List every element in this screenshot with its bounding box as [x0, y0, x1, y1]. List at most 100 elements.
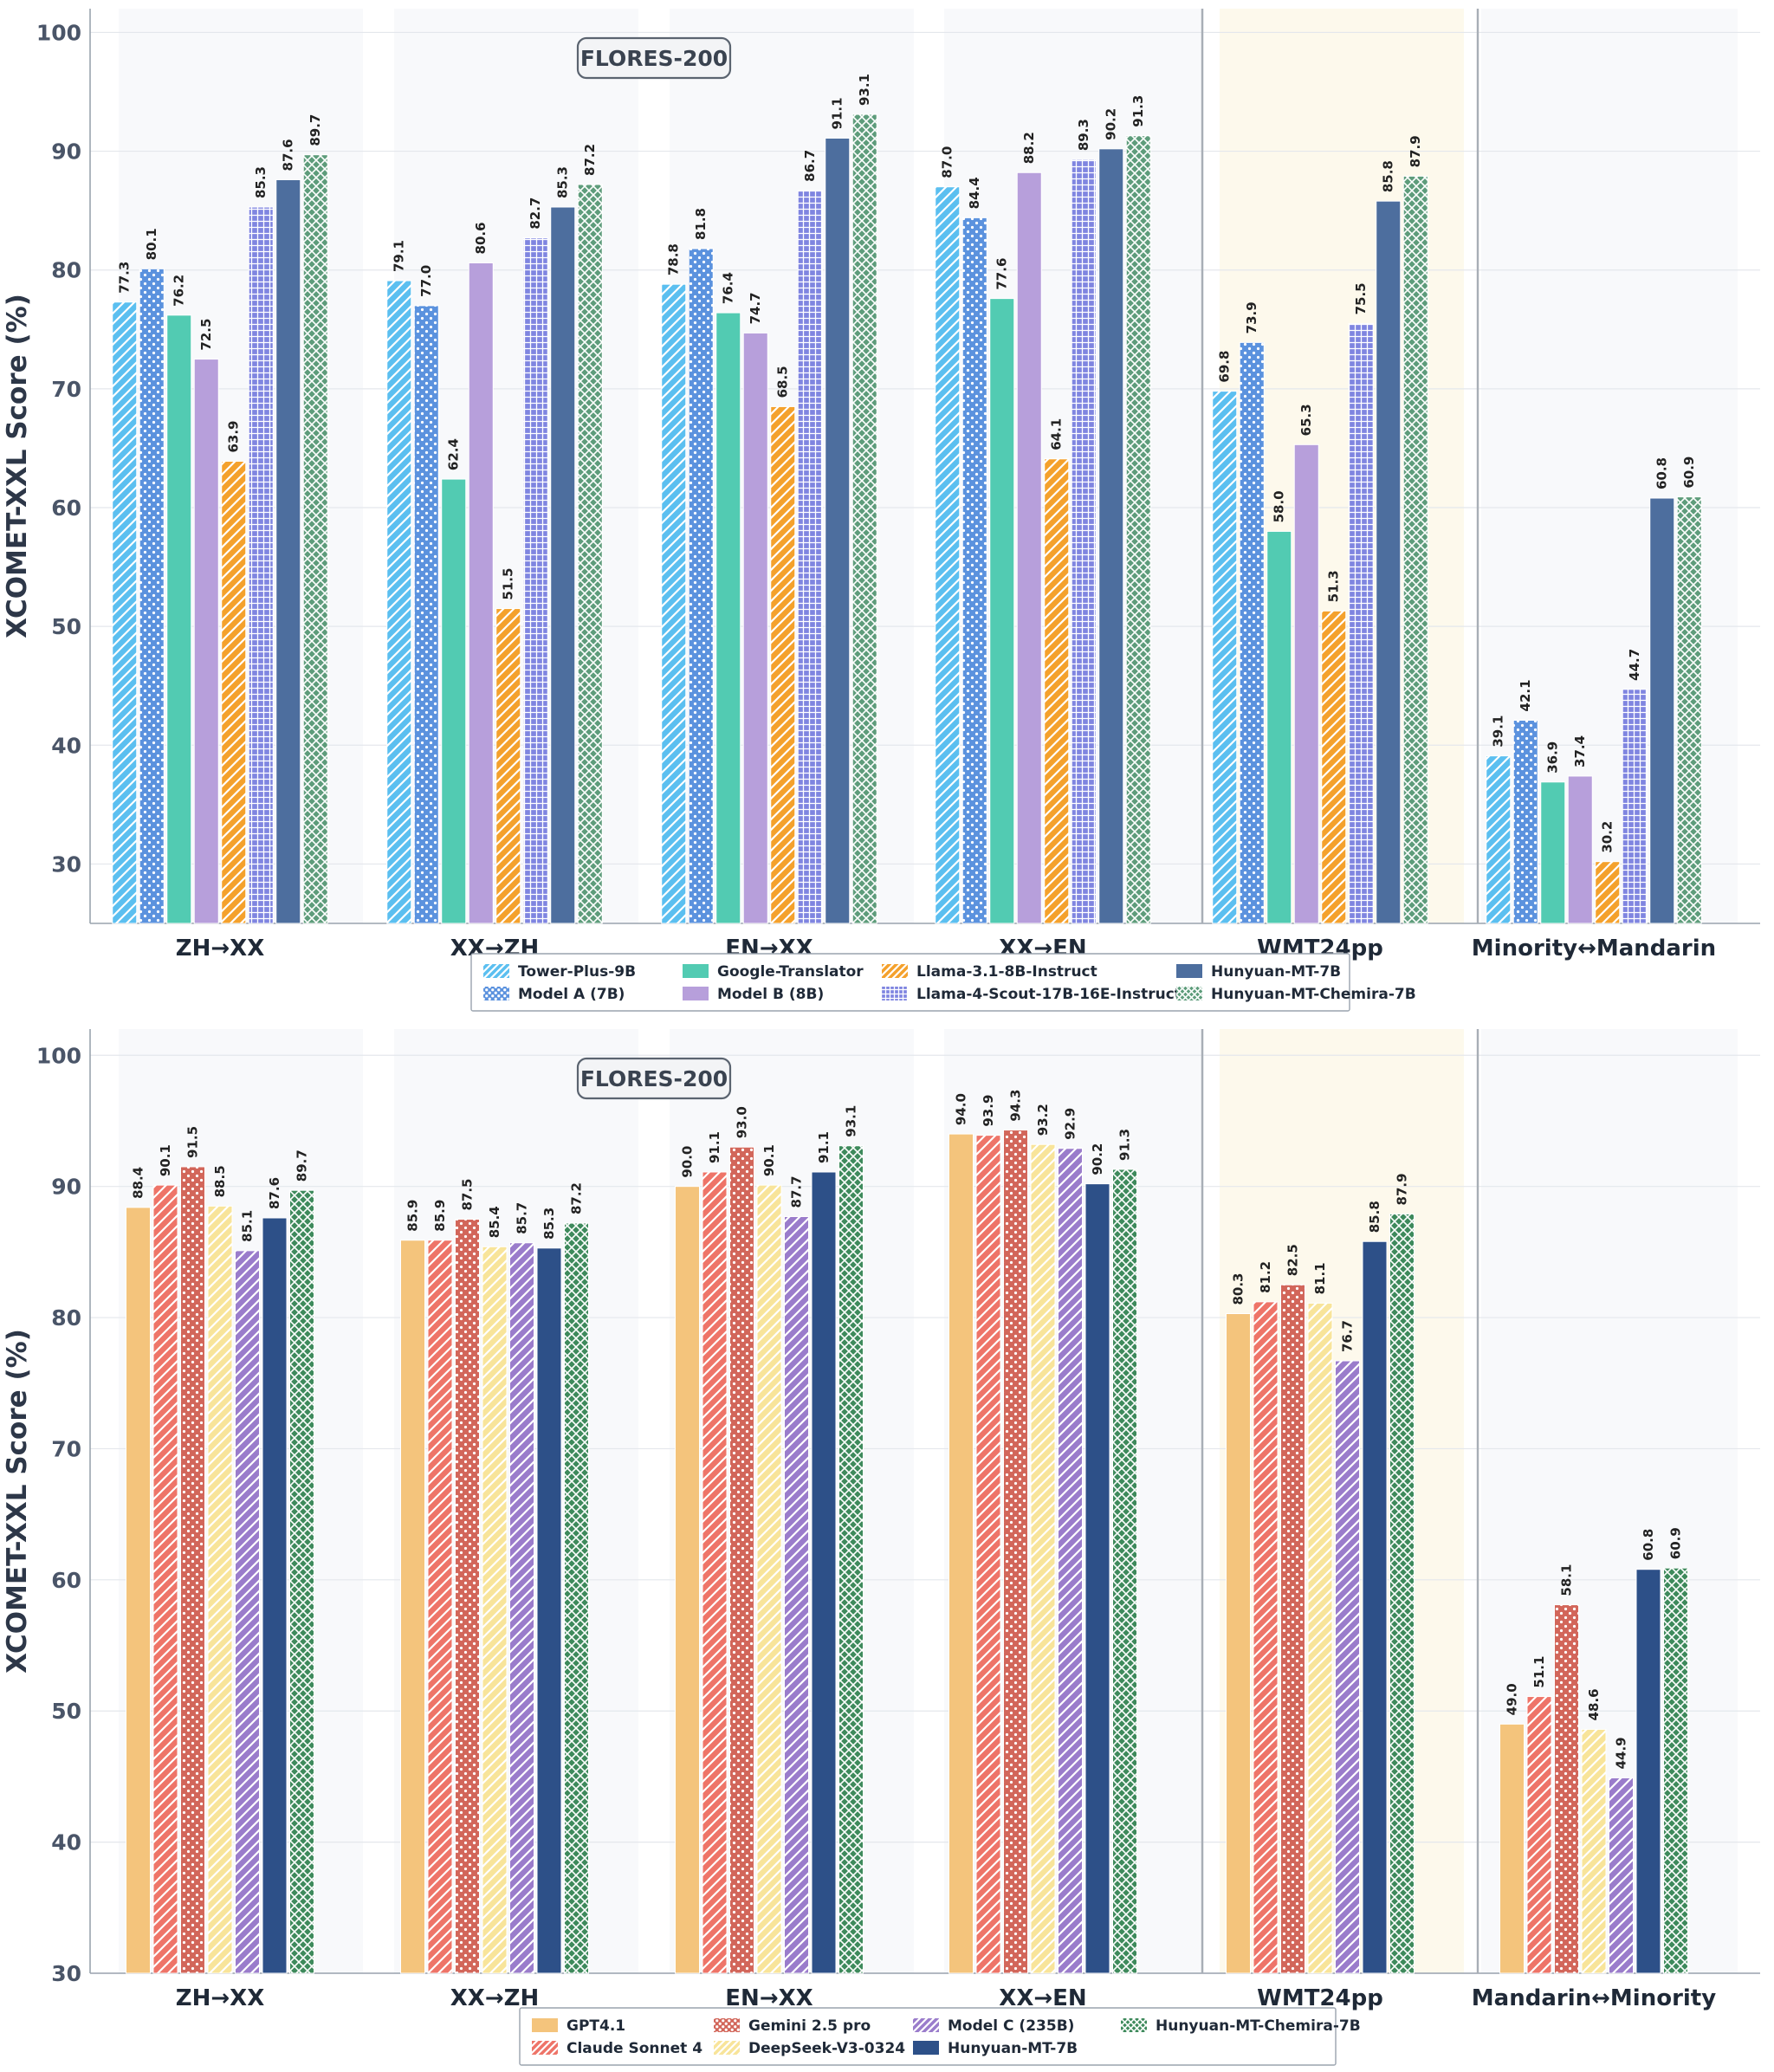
legend-label: Gemini 2.5 pro — [748, 2017, 871, 2035]
bar-pattern — [235, 1250, 260, 1973]
bar-outline — [207, 1205, 233, 1974]
bar-outline — [1307, 1302, 1333, 1974]
data-label: 94.3 — [1008, 1090, 1024, 1122]
bar-outline — [1239, 341, 1265, 924]
legend-label: Hunyuan-MT-Chemira-7B — [1156, 2017, 1361, 2035]
y-tick-label: 80 — [51, 258, 81, 283]
bar-outline — [468, 262, 494, 924]
bar-outline — [989, 298, 1015, 924]
bar-outline — [1125, 135, 1151, 924]
bar — [989, 298, 1014, 924]
data-label: 88.2 — [1021, 132, 1037, 164]
legend-swatch — [532, 2018, 558, 2032]
bar-pattern — [1280, 1285, 1305, 1973]
bar — [1568, 775, 1593, 923]
legend-label: Model B (8B) — [717, 986, 824, 1003]
bar-outline — [495, 608, 521, 924]
chart-panel-2: 30 40 50 60 70 80 90 100 XCOMET-XXL Score (%) FLO… — [2, 1029, 1760, 2066]
bar-outline — [1376, 200, 1402, 924]
bar — [1017, 172, 1042, 923]
bar-outline — [1622, 689, 1648, 924]
bar-outline — [275, 178, 301, 924]
bar-pattern — [838, 1145, 864, 1973]
bar-outline — [400, 1240, 425, 1974]
bar-outline — [715, 312, 741, 924]
data-label: 90.0 — [680, 1146, 696, 1178]
bar-outline — [770, 405, 796, 924]
bar-outline — [1567, 775, 1593, 924]
bar-outline — [1581, 1728, 1607, 1974]
bar — [537, 1247, 561, 1973]
legend-label: DeepSeek-V3-0324 — [748, 2040, 905, 2057]
chart-panel-1: 30 40 50 60 70 80 90 100 XCOMET-XXL Score (%) FLO… — [2, 9, 1760, 1012]
data-label: 93.2 — [1035, 1104, 1051, 1136]
bar-pattern — [495, 608, 521, 923]
data-label: 87.0 — [940, 146, 955, 178]
data-label: 93.1 — [844, 1105, 859, 1137]
data-label: 87.2 — [569, 1182, 585, 1214]
y-tick-label: 80 — [51, 1305, 81, 1331]
data-label: 77.0 — [418, 265, 434, 297]
legend-label: Model A (7B) — [518, 986, 625, 1003]
bar-outline — [577, 184, 603, 924]
data-label: 87.5 — [460, 1178, 476, 1210]
data-label: 63.9 — [226, 420, 242, 452]
legend-swatch-pattern — [1176, 987, 1202, 1000]
bar-pattern — [289, 1190, 314, 1973]
annotation-box: FLORES-200 — [576, 1057, 732, 1100]
bar — [441, 479, 466, 923]
bar-outline — [1663, 1567, 1688, 1974]
data-label: 79.1 — [392, 240, 407, 272]
bar-pattern — [153, 1185, 178, 1973]
bar-outline — [441, 478, 467, 924]
bar-pattern — [702, 1172, 727, 1973]
legend-label: Hunyuan-MT-7B — [948, 2040, 1078, 2057]
x-tick-label: WMT24pp — [1257, 1985, 1383, 2011]
bar-pattern — [1212, 391, 1237, 924]
bar — [825, 138, 850, 923]
data-label: 82.5 — [1285, 1244, 1301, 1276]
bar-outline — [961, 217, 987, 924]
data-label: 85.3 — [555, 166, 571, 198]
bar-outline — [1676, 496, 1702, 924]
y-tick-label: 50 — [51, 614, 81, 639]
bar-outline — [413, 305, 439, 924]
bar-outline — [784, 1215, 809, 1974]
bar-pattern — [1253, 1301, 1278, 1973]
data-label: 82.7 — [528, 197, 543, 230]
bar — [1085, 1183, 1110, 1973]
data-label: 91.1 — [830, 97, 845, 129]
legend-swatch — [1176, 964, 1202, 978]
bar-pattern — [1308, 1303, 1332, 1973]
legend: GPT4.1 Claude Sonnet 4 Gemini 2.5 pro DeepS… — [519, 2007, 1361, 2066]
bar — [194, 359, 219, 924]
data-label: 88.4 — [131, 1167, 146, 1199]
bar-outline — [1348, 322, 1374, 924]
data-label: 85.1 — [240, 1210, 256, 1242]
bar-outline — [1512, 719, 1538, 924]
data-label: 39.1 — [1491, 715, 1506, 748]
bar-outline — [1486, 755, 1512, 924]
bar-pattern — [1403, 176, 1428, 923]
bar-pattern — [221, 461, 246, 923]
data-label: 78.8 — [666, 243, 682, 275]
legend-swatch-pattern — [882, 987, 908, 1000]
y-tick-label: 70 — [51, 1436, 81, 1461]
data-label: 85.9 — [405, 1200, 421, 1232]
data-label: 86.7 — [802, 150, 818, 182]
data-label: 73.9 — [1244, 301, 1259, 333]
data-label: 91.1 — [816, 1131, 832, 1163]
data-label: 60.9 — [1668, 1527, 1684, 1559]
bar — [1649, 498, 1674, 923]
bar-outline — [1649, 497, 1675, 924]
data-label: 68.5 — [775, 366, 791, 398]
data-label: 77.3 — [117, 262, 133, 294]
bar-outline — [851, 113, 877, 924]
data-label: 85.4 — [487, 1206, 502, 1238]
data-label: 93.9 — [981, 1095, 996, 1127]
bar-outline — [1253, 1301, 1279, 1974]
data-label: 51.3 — [1326, 570, 1342, 602]
bar-outline — [1499, 1723, 1525, 1974]
bar-outline — [729, 1146, 754, 1974]
